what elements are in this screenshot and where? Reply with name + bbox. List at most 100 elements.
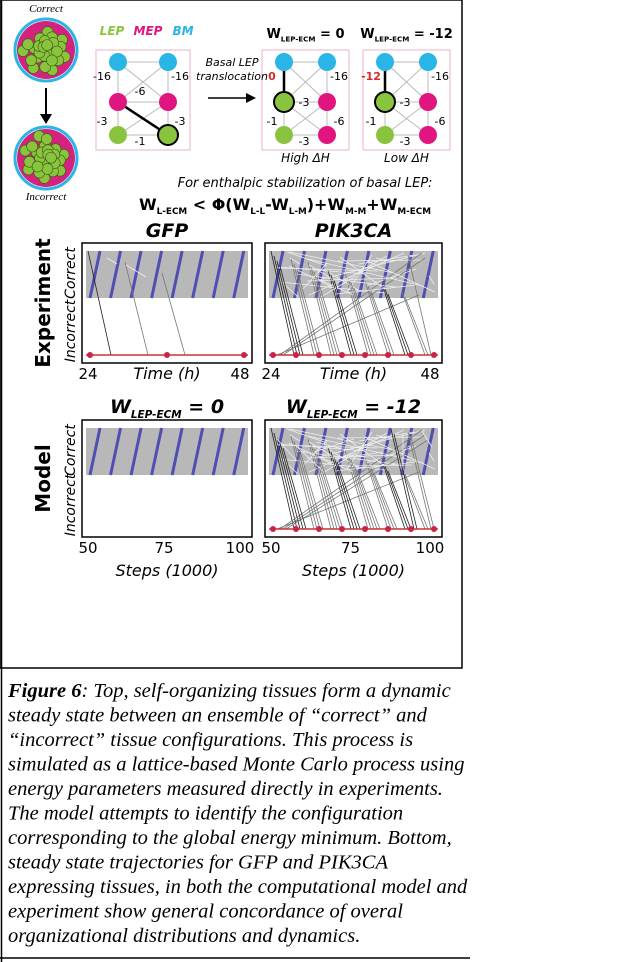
- state-dot: [316, 526, 322, 532]
- trajectory: [277, 444, 379, 449]
- spheroid-outline: [13, 17, 79, 83]
- trajectory: [293, 263, 318, 356]
- caption-text: simulated as a lattice-based Monte Carlo…: [8, 754, 464, 776]
- cell: [26, 140, 38, 153]
- trajectory: [364, 457, 389, 530]
- state-dot: [339, 526, 345, 532]
- trajectory: [301, 439, 328, 468]
- text-part: W: [286, 396, 308, 418]
- trajectory: [390, 428, 415, 530]
- spheroid-outline: [13, 125, 79, 191]
- trajectory: [87, 250, 112, 356]
- trajectory: [353, 464, 378, 530]
- trajectory: [109, 250, 123, 299]
- trajectory: [387, 293, 412, 356]
- trajectory: [290, 258, 315, 356]
- arrow-head: [40, 114, 52, 124]
- trajectory: [282, 257, 426, 356]
- x-tick-label: 50: [261, 539, 280, 557]
- trajectory: [333, 456, 358, 530]
- trajectory: [373, 472, 398, 530]
- caption-text: steady state between an ensemble of “cor…: [8, 705, 428, 727]
- x-tick-label: 75: [341, 539, 360, 557]
- lattice-node: [275, 126, 293, 144]
- x-axis-label: Steps (1000): [302, 561, 405, 580]
- cell: [40, 133, 53, 145]
- energy-label: -6: [135, 85, 146, 98]
- trajectory: [358, 254, 415, 265]
- trajectory: [308, 441, 330, 455]
- trajectory: [400, 427, 414, 476]
- y-label: Correct: [63, 424, 79, 476]
- text-part: W: [360, 27, 374, 42]
- trajectory: [428, 275, 435, 285]
- trajectory: [232, 250, 246, 299]
- trajectory: [307, 258, 424, 287]
- trajectory: [308, 264, 330, 278]
- trajectory: [313, 271, 338, 356]
- trajectory: [327, 271, 359, 291]
- trajectory: [367, 285, 392, 356]
- trajectory: [373, 463, 385, 469]
- plot-title: WLEP-ECM = 0: [110, 396, 224, 421]
- trajectory: [387, 470, 412, 530]
- subscript: LEP-ECM: [307, 409, 358, 421]
- trajectory: [393, 433, 418, 530]
- x-tick-label: 100: [226, 539, 255, 557]
- plot-title: PIK3CA: [315, 220, 393, 242]
- trajectory: [370, 467, 395, 530]
- energy-label: -16: [171, 70, 189, 83]
- trajectory: [299, 450, 324, 530]
- text-part: GFP: [146, 220, 189, 242]
- trajectory: [317, 455, 354, 473]
- trajectory: [288, 265, 335, 289]
- lattice-node: [419, 126, 437, 144]
- text-part: = -12: [409, 27, 452, 42]
- trajectory: [350, 459, 375, 530]
- y-label: Incorrect: [63, 299, 79, 362]
- text-part: = -12: [358, 396, 421, 418]
- row-label: Model: [31, 444, 55, 512]
- trajectory: [365, 268, 417, 287]
- state-dot: [362, 526, 368, 532]
- x-axis-label: Time (h): [133, 364, 200, 383]
- text-part: PIK3CA: [315, 220, 393, 242]
- caption-text: “incorrect” tissue configurations. This …: [8, 729, 413, 751]
- cell: [41, 163, 54, 175]
- trajectory: [364, 280, 389, 356]
- trajectory: [314, 252, 426, 282]
- trajectory: [211, 427, 225, 476]
- trajectory: [286, 428, 328, 444]
- trajectory: [279, 265, 304, 356]
- trajectory: [170, 250, 184, 299]
- trajectory: [404, 473, 429, 530]
- lattice-node: [318, 93, 336, 111]
- energy-label: -3: [97, 115, 108, 128]
- trajectory: [293, 440, 318, 530]
- trajectory: [211, 250, 225, 299]
- lattice-node: [275, 53, 293, 71]
- caption-line: steady state between an ensemble of “cor…: [8, 705, 428, 727]
- cell: [31, 160, 44, 173]
- x-tick-label: 24: [261, 365, 280, 383]
- caption-line: Figure 6: Top, self-organizing tissues f…: [7, 680, 451, 702]
- trajectory: [313, 448, 338, 530]
- trajectory: [356, 469, 381, 530]
- trajectory: [285, 439, 429, 530]
- trajectory: [150, 427, 164, 476]
- state-dot: [270, 526, 276, 532]
- state-dot: [431, 526, 437, 532]
- trajectory: [330, 451, 355, 530]
- lattice-title: WLEP-ECM = -12: [360, 27, 453, 43]
- swap-arrow: [123, 104, 163, 133]
- trajectory: [351, 464, 413, 467]
- energy-label: -6: [435, 115, 446, 128]
- equation: WL-ECM < Φ(WL-L-WL-M)+WM-M+WM-ECM: [139, 195, 431, 217]
- x-tick-label: 48: [420, 365, 439, 383]
- trajectory: [306, 277, 398, 282]
- trajectory: [276, 437, 301, 530]
- lattice-edge: [384, 101, 429, 136]
- energy-label: -1: [267, 115, 278, 128]
- arrow-head: [246, 93, 256, 103]
- subscript: M-M: [345, 207, 366, 217]
